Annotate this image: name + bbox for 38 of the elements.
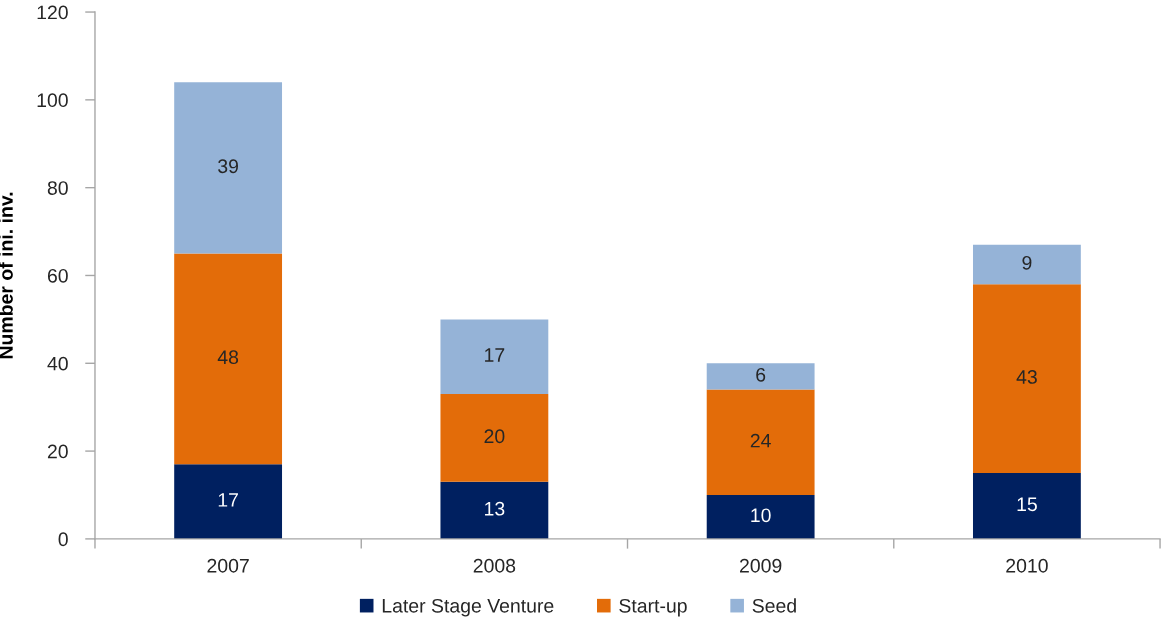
data-label: 15 [1017, 497, 1037, 512]
legend-label: Start-up [619, 598, 687, 617]
bar [440, 394, 549, 482]
data-label: 9 [1022, 255, 1032, 270]
bar [972, 284, 1081, 474]
x-tick-label: 2010 [1006, 558, 1048, 573]
bar [706, 389, 815, 495]
data-label: 10 [751, 508, 771, 523]
y-tick-label: 40 [47, 356, 68, 371]
y-tick-label: 80 [47, 181, 68, 195]
y-tick-label: 120 [37, 5, 68, 20]
x-tick-label: 2009 [740, 558, 782, 573]
bar [174, 82, 283, 254]
data-label: 48 [217, 350, 239, 365]
data-label: 39 [218, 159, 239, 174]
bar [174, 253, 283, 465]
data-label: 6 [756, 367, 766, 382]
y-tick-label: 60 [47, 268, 68, 283]
bar [440, 481, 549, 539]
data-label: 24 [750, 433, 771, 448]
y-tick-label: 0 [58, 532, 68, 547]
bar [706, 495, 815, 539]
bar [972, 244, 1081, 285]
y-tick-label: 20 [47, 444, 68, 459]
legend-label: Later Stage Venture [382, 598, 554, 617]
data-label: 13 [485, 501, 505, 516]
data-label: 43 [1016, 370, 1037, 384]
bar [440, 319, 549, 395]
x-tick-label: 2008 [473, 558, 516, 573]
bar [706, 363, 815, 390]
bar [174, 464, 283, 539]
x-tick-label: 2007 [207, 558, 249, 573]
data-label: 17 [485, 348, 505, 362]
bar [972, 473, 1081, 539]
data-label: 20 [484, 429, 505, 444]
legend-label: Seed [752, 598, 796, 613]
y-tick-label: 100 [37, 93, 68, 108]
data-label: 17 [218, 493, 238, 507]
